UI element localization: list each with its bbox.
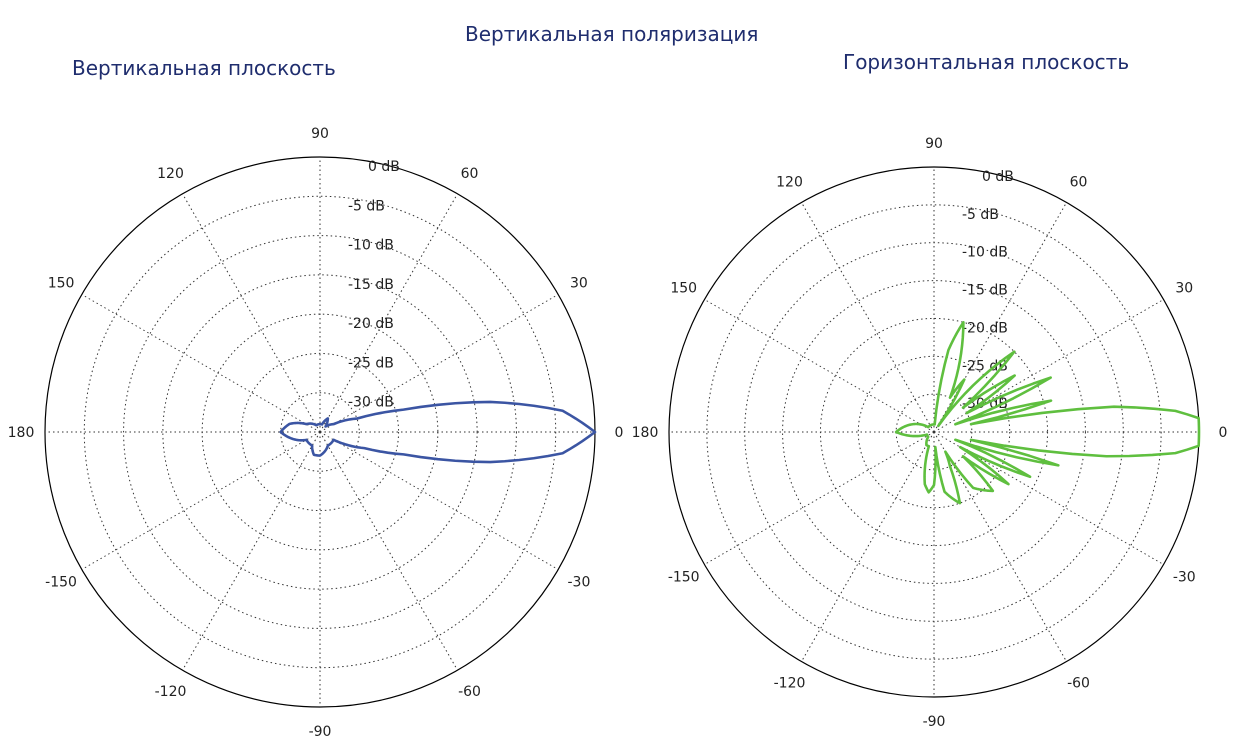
angle-tick-label: -90 (923, 714, 946, 730)
main-title: Вертикальная поляризация (465, 22, 759, 46)
radial-grid-circle (280, 392, 360, 472)
angular-grid-spoke (933, 299, 1164, 433)
angle-tick-label: 90 (925, 136, 943, 152)
angular-grid-spoke (933, 202, 1067, 433)
angle-tick-label: 0 (1219, 425, 1228, 441)
radial-grid-circle (162, 274, 478, 590)
radial-tick-label: -15 dB (348, 277, 394, 293)
radial-grid-circle (83, 195, 557, 669)
radial-tick-label: -15 dB (962, 283, 1008, 299)
angular-grid-spoke (182, 431, 321, 671)
radial-tick-label: -5 dB (962, 207, 999, 223)
radial-tick-label: -10 dB (962, 245, 1008, 261)
angular-grid-spoke (933, 431, 1067, 662)
radial-tick-label: -30 dB (348, 395, 394, 411)
angular-grid-spoke (801, 202, 935, 433)
polar-plot-right: 0 30 60 90 120 150 180 -150 -120 -90 -60 -30 0 dB -5 … (632, 136, 1228, 730)
angle-tick-label: -60 (458, 684, 481, 700)
angle-tick-label: -90 (309, 724, 332, 740)
angle-tick-label: 180 (632, 425, 659, 441)
radial-grid-circle (123, 235, 517, 629)
radial-tick-label: -10 dB (348, 238, 394, 254)
radial-tick-label: -25 dB (962, 358, 1008, 374)
radial-tick-label: 0 dB (982, 169, 1014, 185)
angle-tick-label: -30 (1173, 570, 1196, 586)
radial-grid-circle (706, 204, 1162, 660)
angular-grid-spoke (933, 431, 1164, 565)
radial-tick-label: 0 dB (368, 159, 400, 175)
radial-grid-circle (782, 280, 1086, 584)
angular-grid-spoke (182, 193, 321, 433)
radiation-pattern-curve (279, 400, 597, 464)
angular-grid-spoke (319, 431, 458, 671)
right-plot-title: Горизонтальная плоскость (843, 50, 1130, 74)
angle-tick-label: 60 (1070, 175, 1088, 191)
radial-grid-circle (240, 352, 400, 512)
angular-grid-spoke (319, 431, 559, 570)
radial-grid-circle (895, 393, 973, 471)
angle-tick-label: -120 (774, 675, 806, 691)
angle-tick-label: 180 (8, 425, 35, 441)
angular-grid-spoke (801, 431, 935, 662)
angle-tick-label: 120 (157, 166, 184, 182)
angle-tick-label: -60 (1067, 675, 1090, 691)
radial-tick-label: -20 dB (348, 316, 394, 332)
radial-tick-label: -20 dB (962, 320, 1008, 336)
radiation-pattern-curve (894, 321, 1201, 505)
angular-grid-spoke (81, 431, 321, 570)
angle-tick-label: 90 (311, 126, 329, 142)
angle-tick-label: 150 (670, 281, 697, 297)
angular-grid-spoke (704, 299, 935, 433)
radial-tick-label: -5 dB (348, 198, 385, 214)
angular-grid-spoke (81, 294, 321, 433)
angle-tick-label: 30 (1175, 281, 1193, 297)
angle-tick-label: 60 (461, 166, 479, 182)
angular-grid-spoke (704, 431, 935, 565)
radial-tick-label: -25 dB (348, 355, 394, 371)
angle-tick-label: 150 (48, 276, 75, 292)
angle-tick-label: -120 (155, 684, 187, 700)
radial-grid-circle (857, 355, 1011, 509)
polar-plot-left: 0 30 60 90 120 150 180 -150 -120 -90 -60 -30 0 dB -5 … (8, 126, 624, 740)
left-plot-title: Вертикальная плоскость (72, 56, 336, 80)
angle-tick-label: 30 (570, 276, 588, 292)
angular-grid-spoke (319, 193, 458, 433)
angle-tick-label: -30 (568, 575, 591, 591)
angle-tick-label: 120 (776, 175, 803, 191)
angle-tick-label: -150 (45, 575, 77, 591)
angular-grid-spoke (319, 294, 559, 433)
angle-tick-label: -150 (668, 570, 700, 586)
angle-tick-label: 0 (615, 425, 624, 441)
